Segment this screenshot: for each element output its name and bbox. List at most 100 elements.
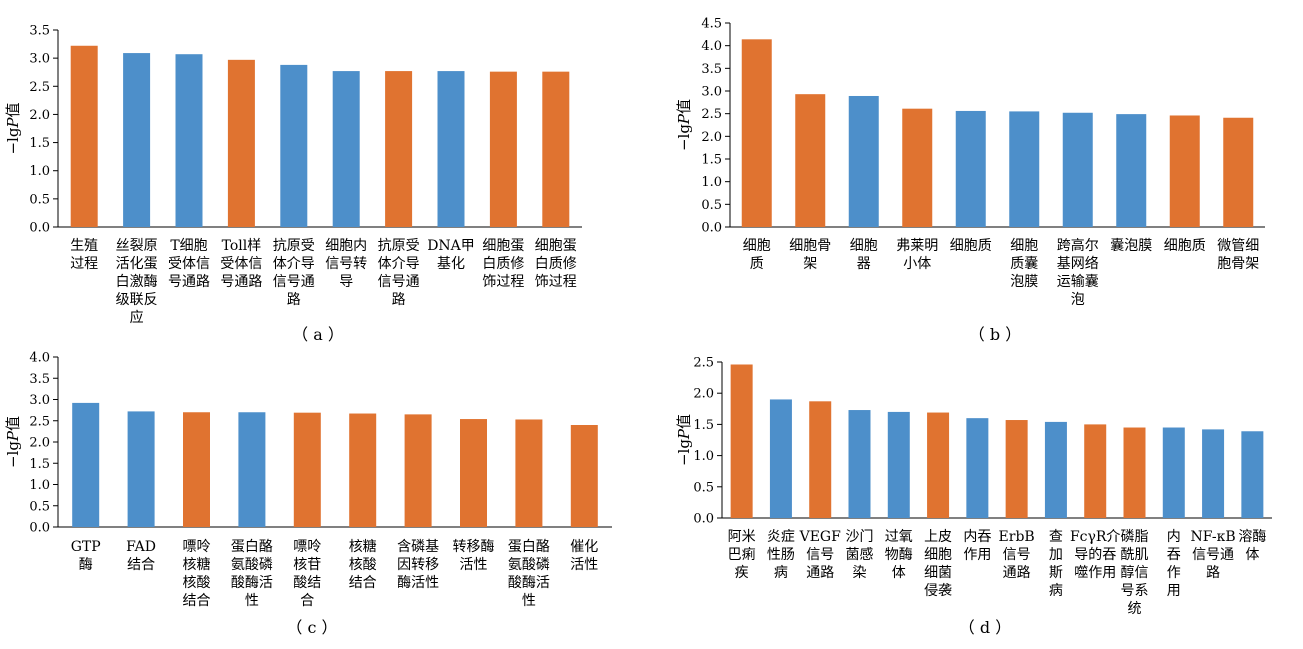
category-label-line: VEGF [799,529,842,545]
category-label-line: 导 [339,274,353,290]
category-label: NF-κB 信号通路 [1191,529,1236,581]
category-label-line: 细胞质 [950,238,992,254]
category-label: 细胞质 [743,238,771,272]
category-label-line: 核酸 [349,557,377,573]
bar [238,412,266,527]
panel-c-chart: 0.0 0.5 1.0 1.5 2.0 2.5 3.0 3.5 4.0 −lgP值 GTP 酶 FAD 结… [4,351,612,637]
y-tick-label: 2.0 [29,108,50,123]
category-label-line: 酰肌 [1121,547,1149,563]
category-label-line: 应 [130,309,144,326]
category-label: 内吞作用 [963,529,991,563]
category-label: FAD 结合 [126,539,156,573]
category-label: 细胞蛋白质修饰过程 [535,238,577,290]
category-label: 微管细胞骨架 [1217,238,1259,272]
category-label: 炎症性肠病 [767,529,795,581]
y-axis-label-suffix: 值 [675,99,693,114]
category-label: 蛋白酪氨酸磷酸酶活性 [231,539,273,609]
bar [1044,421,1067,518]
category-label-line: 信号 [806,547,834,563]
category-label: 生殖过程 [70,237,98,272]
category-label-line: GTP [71,539,101,555]
category-label-line: 性 [522,593,536,609]
category-label-line: 上皮 [924,529,952,545]
category-label: 溶酶体 [1238,529,1266,563]
category-label-line: 小体 [903,256,931,272]
category-label-line: 跨高尔 [1057,237,1099,254]
category-label: 转移酶活性 [453,539,495,573]
y-axis-label-prefix: −lg [675,124,693,151]
bar [1202,429,1225,518]
bar [1123,427,1146,518]
category-label-line: 结合 [127,557,155,573]
category-label-line: Toll样 [222,238,262,254]
y-tick-label: 2.5 [693,356,714,371]
category-label-line: 抗原受 [378,238,420,254]
y-tick-label: 1.0 [29,164,50,179]
category-label-line: 酸结 [293,575,321,591]
category-label-line: 细胞质 [1164,238,1206,254]
bar [1009,111,1040,227]
category-label: 过氧物酶体 [885,529,913,581]
category-label: 跨高尔基网络运输囊泡 [1057,237,1099,308]
category-label-line: 质囊 [1010,255,1038,272]
bar [1241,431,1264,518]
bar [349,413,377,527]
y-tick-label: 1.5 [693,418,714,433]
category-label-line: 信号转 [325,256,367,272]
bar [1169,115,1200,227]
y-tick-label: 4.5 [701,17,722,32]
category-label-line: 结合 [349,575,377,591]
category-label-line: 体介导 [273,256,315,272]
category-label-line: 号通路 [168,274,210,290]
category-label-line: 胞骨架 [1217,256,1259,272]
y-axis-label-prefix: −lg [4,441,22,468]
category-label-line: 级联反 [116,292,158,308]
category-label-line: 作用 [963,547,991,563]
bar [1116,114,1147,227]
bar [570,425,598,527]
y-tick-label: 2.5 [29,80,50,95]
category-label-line: 路 [1206,565,1220,581]
category-label-line: 酸酶活 [508,575,550,591]
bar [769,399,792,518]
bar [293,412,321,527]
category-label: 嘌呤核糖核酸结合 [183,539,211,609]
category-label-line: 细胞 [743,238,771,254]
y-tick-label: 2.0 [29,436,50,451]
category-label-line: FAD [126,539,156,555]
category-label-line: 催化 [570,539,598,555]
bar [127,411,155,527]
y-tick-label: 0.0 [701,221,722,236]
category-label: 细胞骨架 [789,238,831,272]
bar [404,414,432,527]
category-label: 抗原受体介导信号通路 [378,238,420,308]
y-axis-label: −lgP值 [4,102,22,154]
y-axis-label-variable: P [4,430,22,442]
category-label-line: 运输囊 [1057,273,1099,290]
category-label-line: 统 [1128,601,1142,617]
category-label-line: 查 [1049,529,1063,545]
y-axis-label: −lgP值 [675,99,693,151]
bar [70,45,98,228]
category-label-line: FcγR介 [1070,529,1120,545]
panel-label: （ c ） [286,618,337,637]
category-label-line: 性 [245,593,259,609]
category-label-line: 物酶 [885,547,913,563]
category-label-line: 核糖 [183,557,211,573]
y-tick-label: 0.5 [693,480,714,495]
bar [848,410,871,518]
y-tick-label: 3.5 [29,24,50,39]
category-label-line: 细菌 [924,565,952,581]
y-tick-label: 2.5 [701,107,722,122]
category-label-line: 过程 [70,256,98,272]
category-label-line: 细胞 [850,238,878,254]
bar [966,418,989,518]
category-label: 丝裂原活化蛋白激酶级联反应 [116,238,158,326]
category-label: 细胞蛋白质修饰过程 [482,238,524,290]
category-label: GTP 酶 [71,539,101,573]
y-tick-label: 0.5 [29,499,50,514]
y-tick-label: 3.0 [29,393,50,408]
y-axis-label-prefix: −lg [675,439,693,466]
category-label: DNA甲基化 [427,238,475,272]
category-label-line: 嘌呤 [183,539,211,555]
